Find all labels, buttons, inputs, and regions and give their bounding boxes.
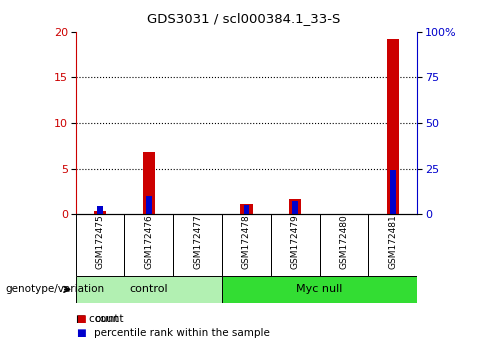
Bar — [143, 152, 155, 214]
Bar — [390, 170, 396, 214]
Bar — [222, 276, 417, 303]
Text: genotype/variation: genotype/variation — [5, 284, 104, 295]
Text: Myc null: Myc null — [296, 284, 343, 295]
Bar — [244, 205, 249, 214]
Text: GSM172480: GSM172480 — [340, 215, 348, 269]
Text: GSM172479: GSM172479 — [291, 215, 300, 269]
Bar — [94, 211, 106, 214]
Text: percentile rank within the sample: percentile rank within the sample — [94, 328, 270, 338]
Bar — [222, 214, 271, 276]
Text: GSM172477: GSM172477 — [193, 215, 202, 269]
Bar — [76, 276, 222, 303]
Text: GSM172481: GSM172481 — [388, 215, 397, 269]
Text: ■ count: ■ count — [76, 314, 118, 324]
Text: count: count — [94, 314, 123, 324]
Bar — [241, 204, 253, 214]
Bar — [97, 206, 103, 214]
Bar — [173, 214, 222, 276]
Bar — [124, 214, 173, 276]
Bar — [76, 214, 124, 276]
Bar — [146, 196, 152, 214]
Text: GSM172478: GSM172478 — [242, 215, 251, 269]
Bar — [292, 201, 298, 214]
Text: ■: ■ — [76, 328, 85, 338]
Text: ■: ■ — [76, 314, 85, 324]
Bar — [320, 214, 368, 276]
Bar — [387, 39, 399, 214]
Text: GSM172476: GSM172476 — [144, 215, 153, 269]
Bar — [368, 214, 417, 276]
Bar — [271, 214, 320, 276]
Bar — [289, 199, 302, 214]
Text: GDS3031 / scl000384.1_33-S: GDS3031 / scl000384.1_33-S — [147, 12, 341, 25]
Text: control: control — [129, 284, 168, 295]
Text: GSM172475: GSM172475 — [96, 215, 104, 269]
